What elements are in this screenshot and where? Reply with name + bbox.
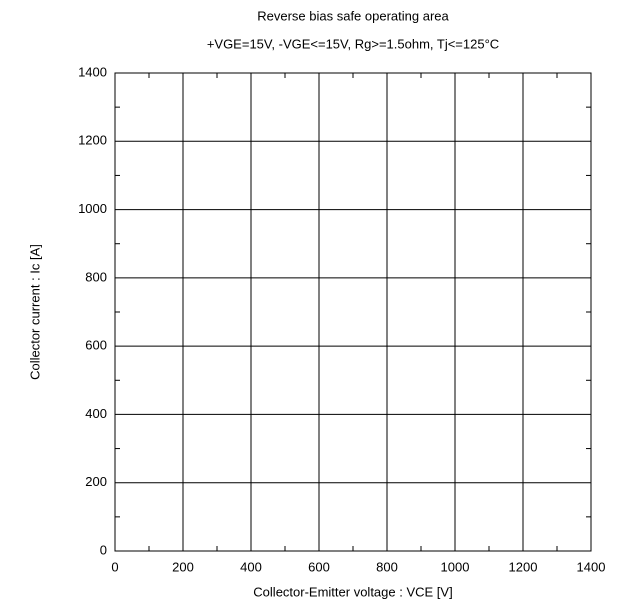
y-tick-label: 400 [85,406,107,421]
y-tick-label: 1000 [78,201,107,216]
x-tick-label: 1200 [509,559,538,574]
y-tick-label: 800 [85,269,107,284]
x-tick-label: 1400 [577,559,606,574]
x-tick-label: 600 [308,559,330,574]
x-tick-label: 400 [240,559,262,574]
plot-frame [114,72,592,552]
y-tick-label: 200 [85,474,107,489]
x-tick-label: 200 [172,559,194,574]
x-axis-label: Collector-Emitter voltage : VCE [V] [253,584,452,599]
chart-title: Reverse bias safe operating area [257,8,449,23]
y-tick-label: 1400 [78,64,107,79]
y-tick-label: 0 [100,542,107,557]
x-tick-label: 1000 [441,559,470,574]
y-axis-label: Collector current : Ic [A] [27,244,42,380]
x-tick-label: 800 [376,559,398,574]
chart-subtitle: +VGE=15V, -VGE<=15V, Rg>=1.5ohm, Tj<=125… [207,36,499,51]
x-tick-label: 0 [111,559,118,574]
y-tick-label: 600 [85,338,107,353]
y-tick-label: 1200 [78,133,107,148]
